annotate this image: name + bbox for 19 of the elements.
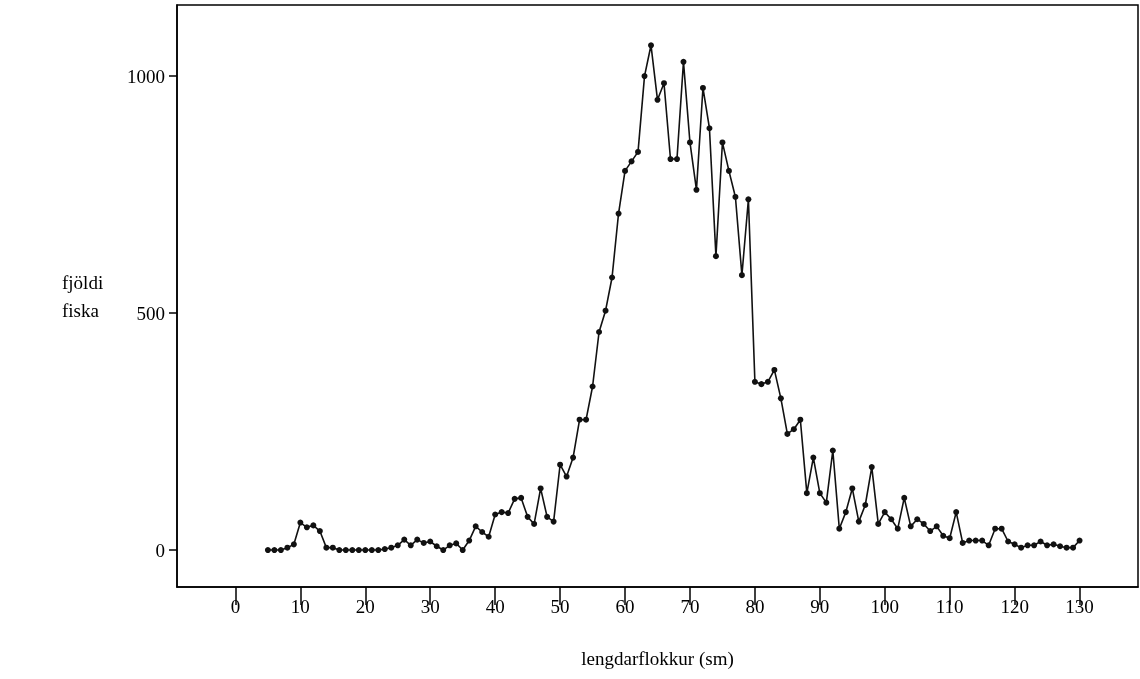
x-tick-label: 70 [680, 596, 700, 617]
x-tick-label: 60 [615, 596, 635, 617]
x-tick-label: 130 [1065, 596, 1094, 617]
x-tick-label: 90 [810, 596, 830, 617]
x-tick-label: 10 [290, 596, 310, 617]
x-tick-label: 100 [870, 596, 900, 617]
x-tick-label: 80 [745, 596, 765, 617]
y-tick-label: 0 [155, 539, 165, 561]
x-tick-label: 20 [355, 596, 375, 617]
x-tick-label: 0 [230, 596, 241, 617]
x-tick-label: 30 [420, 596, 440, 617]
x-tick-label: 110 [935, 596, 964, 617]
x-tick-label: 50 [550, 596, 570, 617]
x-tick-label: 120 [1000, 596, 1029, 617]
y-tick-label: 500 [136, 302, 165, 324]
x-tick-label: 40 [485, 596, 505, 617]
y-axis-title: fjöldi fiska [62, 271, 104, 321]
y-tick-label: 1000 [127, 65, 165, 87]
x-axis-title: lengdarflokkur (sm) [581, 648, 734, 670]
